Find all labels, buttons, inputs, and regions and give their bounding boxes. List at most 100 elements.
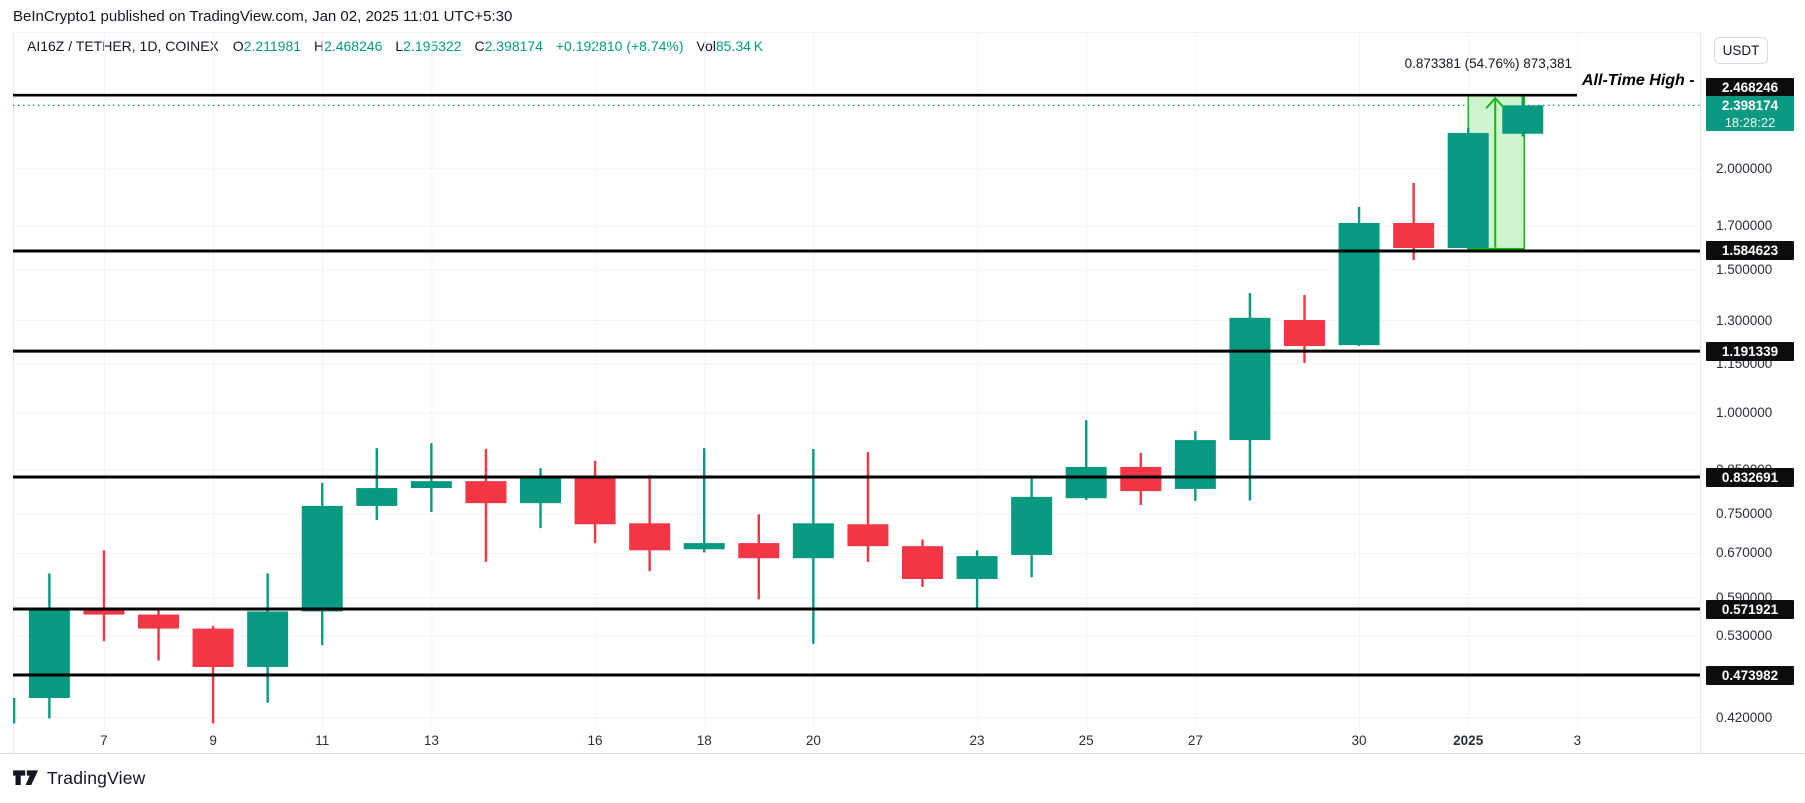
open-label: O <box>232 38 244 54</box>
candle-dec-20 <box>792 448 834 644</box>
candle-body <box>13 698 16 724</box>
candle-dec-17 <box>629 475 671 572</box>
candle-body <box>574 476 616 525</box>
level-price-label: 0.571921 <box>1706 599 1794 619</box>
candle-dec-29 <box>1283 294 1325 363</box>
candle-dec-18 <box>683 448 725 553</box>
close-label: C <box>474 38 485 54</box>
tradingview-logo-text: TradingView <box>47 768 146 788</box>
candle-body <box>1283 319 1325 347</box>
price-axis-panel[interactable] <box>1700 32 1805 753</box>
candle-body <box>410 481 452 489</box>
candle-body <box>83 607 125 615</box>
candle-body <box>738 543 780 559</box>
candle-dec-8 <box>138 610 180 661</box>
candle-dec-16 <box>574 460 616 544</box>
price-tick-label: 1.000000 <box>1716 404 1773 420</box>
level-price-label: 0.832691 <box>1706 467 1794 487</box>
candle-dec-23 <box>956 550 998 609</box>
price-tick-label: 2.000000 <box>1716 161 1773 177</box>
time-tick-label: 13 <box>423 733 439 748</box>
candle-body <box>1229 317 1271 441</box>
candle-dec-11 <box>301 482 343 646</box>
candle-wick <box>703 448 706 553</box>
candle-wick <box>484 448 488 562</box>
candle-body <box>138 614 180 629</box>
time-tick-label: 2025 <box>1453 733 1484 748</box>
measure-annotation: 0.873381 (54.76%) 873,381 <box>1404 56 1572 71</box>
tradingview-logo[interactable]: TradingView <box>13 768 146 789</box>
time-tick-label: 9 <box>209 733 217 748</box>
candle-jan-2 <box>1502 95 1544 137</box>
open-value: 2.211981 <box>243 38 302 54</box>
currency-toggle-button[interactable]: USDT <box>1714 37 1768 64</box>
candle-wick <box>975 550 979 609</box>
candle-dec-30 <box>1338 206 1380 347</box>
time-tick-label: 7 <box>100 733 108 748</box>
all-time-high-label[interactable]: All-Time High - <box>1582 72 1695 89</box>
candle-dec-24 <box>1011 476 1053 578</box>
candle-dec-28 <box>1229 292 1271 501</box>
high-label: H <box>313 38 325 54</box>
candle-dec-21 <box>847 452 889 562</box>
plot-top-border <box>13 32 1700 33</box>
candle-wick <box>866 452 870 562</box>
price-tick-label: 1.300000 <box>1716 312 1773 328</box>
volume-label: Vol <box>696 38 716 54</box>
candle-dec-19 <box>738 514 780 600</box>
candle-body <box>356 488 398 506</box>
price-tick-label: 0.750000 <box>1716 505 1773 521</box>
close-value: 2.398174 <box>484 38 543 54</box>
candle-dec-6 <box>28 573 70 719</box>
candle-wick <box>375 448 378 520</box>
candle-dec-14 <box>465 448 507 562</box>
candle-body <box>956 556 998 579</box>
candle-body <box>683 543 725 550</box>
volume-value: 85.34 K <box>715 38 764 54</box>
price-tick-label: 0.670000 <box>1716 545 1773 561</box>
candle-body <box>247 611 289 667</box>
attribution-text: BeInCrypto1 published on TradingView.com… <box>13 8 513 25</box>
bar-countdown-timer: 18:28:22 <box>1724 115 1776 130</box>
candle-body <box>1393 222 1435 248</box>
candle-dec-5 <box>13 698 16 724</box>
candle-jan-1 <box>1447 127 1489 249</box>
candle-body <box>520 476 561 504</box>
candle-body <box>28 610 70 699</box>
price-tick-label: 1.500000 <box>1716 262 1773 278</box>
time-axis-panel[interactable] <box>0 727 1700 753</box>
candle-dec-12 <box>356 448 398 520</box>
time-tick-label: 25 <box>1078 733 1094 748</box>
price-tick-label: 1.700000 <box>1716 218 1773 234</box>
candle-body <box>1011 496 1053 555</box>
chart-legend[interactable]: AI16Z / TETHER, 1D, COINEX O2.211981 H2.… <box>27 38 772 54</box>
level-price-label: 2.468246 <box>1706 77 1794 97</box>
candle-body <box>301 505 343 612</box>
candle-body <box>192 628 234 667</box>
time-tick-label: 27 <box>1187 733 1203 748</box>
time-tick-label: 16 <box>587 733 603 748</box>
candle-body <box>1502 105 1544 134</box>
candle-wick <box>648 475 651 572</box>
candle-dec-26 <box>1120 452 1162 505</box>
candle-dec-31 <box>1393 182 1435 261</box>
candle-body <box>847 524 889 547</box>
price-tick-label: 0.530000 <box>1716 627 1773 643</box>
current-price-value: 2.398174 <box>1721 98 1779 113</box>
level-price-label: 1.191339 <box>1706 341 1794 361</box>
candle-body <box>465 481 507 504</box>
candle-body <box>901 546 943 579</box>
level-price-label: 1.584623 <box>1706 241 1794 261</box>
time-tick-label: 30 <box>1351 733 1367 748</box>
chart-canvas[interactable] <box>13 32 1700 753</box>
candle-wick <box>1085 420 1088 501</box>
candle-body <box>1174 440 1216 489</box>
time-tick-label: 3 <box>1573 733 1582 748</box>
low-label: L <box>395 38 404 54</box>
candle-wick <box>1412 182 1415 261</box>
time-tick-label: 20 <box>805 733 821 748</box>
time-tick-label: 18 <box>696 733 712 748</box>
candle-wick <box>102 550 106 642</box>
measure-arrow-head <box>1485 96 1505 109</box>
